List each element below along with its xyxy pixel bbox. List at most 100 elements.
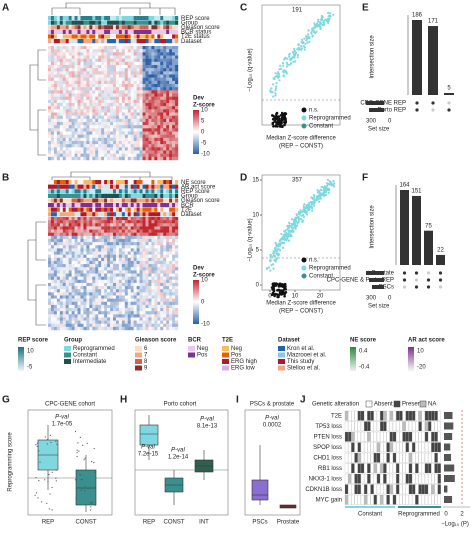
heatmap-cell (77, 128, 81, 132)
annotation-cell (95, 212, 99, 217)
heatmap-cell (133, 46, 137, 50)
heatmap-cell (68, 55, 72, 59)
heatmap-cell (48, 156, 52, 161)
heatmap-cell (175, 118, 179, 123)
heatmap-cell (80, 226, 84, 230)
heatmap-cell (68, 267, 72, 271)
heatmap-cell (124, 232, 128, 237)
heatmap-cell (148, 257, 152, 262)
heatmap-cell (104, 118, 108, 123)
heatmap-cell (113, 84, 117, 88)
point (320, 14, 324, 18)
heatmap-cell (160, 71, 164, 75)
annotation-cell (92, 189, 96, 194)
annotation-cell (83, 16, 87, 21)
heatmap-cell (113, 251, 117, 255)
heatmap-cell (139, 147, 143, 151)
point (272, 250, 275, 253)
onco-cell (373, 442, 377, 453)
annotation-cell (48, 25, 52, 30)
heatmap-cell (50, 257, 55, 262)
annotation-cell (83, 184, 87, 189)
point (275, 242, 278, 245)
heatmap-cell (101, 147, 105, 151)
heatmap-cell (59, 248, 63, 252)
heatmap-cell (169, 131, 173, 135)
annotation-cell (59, 16, 63, 21)
heatmap-cell (62, 125, 66, 129)
annotation-cell (89, 20, 93, 25)
heatmap-cell (142, 90, 146, 94)
heatmap-cell (48, 118, 52, 123)
heatmap-cell (77, 156, 81, 161)
heatmap-cell (142, 248, 146, 252)
heatmap-cell (62, 295, 66, 299)
annotation-cell (166, 198, 170, 203)
annotation-cell (101, 16, 105, 21)
heatmap-cell (98, 141, 102, 145)
heatmap-cell (107, 295, 111, 299)
heatmap-cell (127, 264, 131, 268)
heatmap-cell (92, 93, 96, 97)
heatmap-cell (118, 122, 123, 126)
heatmap-cell (101, 74, 105, 78)
point (278, 68, 281, 71)
heatmap-cell (142, 156, 146, 161)
heatmap-cell (163, 134, 167, 139)
heatmap-cell (71, 65, 75, 69)
heatmap-cell (175, 77, 179, 82)
point (319, 27, 322, 31)
heatmap-cell (121, 109, 126, 113)
heatmap-cell (50, 90, 55, 94)
annotation-cell (77, 34, 81, 39)
heatmap-cell (56, 251, 61, 255)
heatmap-cell (98, 267, 102, 271)
heatmap-cell (115, 254, 120, 259)
onco-cell (431, 463, 435, 474)
heatmap-cell (133, 276, 137, 280)
heatmap-cell (166, 156, 170, 161)
heatmap-cell (172, 141, 176, 145)
heatmap-cell (172, 71, 176, 75)
heatmap-cell (145, 58, 149, 63)
heatmap-cell (56, 264, 61, 268)
point (303, 211, 306, 214)
annotation-cell (118, 193, 123, 198)
point (323, 19, 326, 22)
point (320, 188, 323, 191)
annotation-cell (110, 203, 114, 208)
heatmap-cell (115, 122, 120, 126)
heatmap-cell (139, 248, 143, 252)
heatmap-cell (175, 245, 179, 249)
heatmap-cell (121, 257, 126, 262)
heatmap-cell (130, 93, 134, 97)
heatmap-cell (48, 147, 52, 151)
heatmap-cell (139, 144, 143, 148)
heatmap-cell (121, 112, 126, 116)
heatmap-cell (48, 301, 52, 306)
onco-cell (344, 484, 349, 495)
heatmap-cell (113, 232, 117, 237)
heatmap-cell (172, 80, 176, 85)
point (289, 230, 292, 234)
heatmap-cell (65, 77, 69, 82)
heatmap-cell (160, 134, 164, 139)
heatmap-cell (56, 317, 61, 321)
heatmap-cell (68, 77, 72, 82)
annotation-cell (169, 180, 173, 185)
heatmap-cell (175, 217, 179, 221)
heatmap-cell (107, 49, 111, 53)
heatmap-cell (77, 68, 81, 72)
annotation-cell (92, 34, 96, 39)
annotation-cell (148, 207, 152, 212)
annotation-cell (104, 189, 108, 194)
heatmap-cell (98, 96, 102, 101)
heatmap-cell (139, 150, 143, 154)
annotation-cell (71, 203, 75, 208)
onco-cell (405, 473, 409, 484)
annotation-cell (118, 25, 123, 30)
heatmap-cell (104, 49, 108, 53)
axis-label: Median Z-score difference (266, 301, 336, 307)
heatmap-cell (56, 229, 61, 233)
heatmap-cell (62, 264, 66, 268)
